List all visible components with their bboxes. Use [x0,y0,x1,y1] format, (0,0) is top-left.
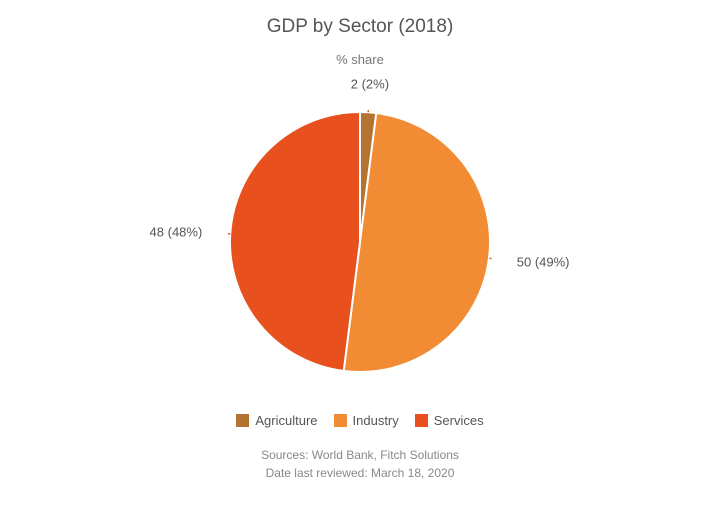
legend-label: Agriculture [255,413,317,428]
legend-swatch-industry [334,414,347,427]
slice-tick-agriculture [368,110,369,112]
pie-slice-services [230,112,360,371]
pie-chart-area: 2 (2%) 50 (49%) 48 (48%) [0,77,720,407]
legend-item-industry: Industry [334,413,399,428]
chart-title: GDP by Sector (2018) [0,0,720,38]
slice-tick-services [228,233,230,234]
slice-label-services: 48 (48%) [150,225,203,240]
legend-label: Services [434,413,484,428]
slice-label-agriculture: 2 (2%) [351,77,389,92]
slice-label-industry: 50 (49%) [517,254,570,269]
legend-item-agriculture: Agriculture [236,413,317,428]
pie-chart [228,110,492,374]
legend-label: Industry [353,413,399,428]
legend-swatch-agriculture [236,414,249,427]
sources-line: Sources: World Bank, Fitch Solutions [0,446,720,464]
legend-swatch-services [415,414,428,427]
chart-footer: Sources: World Bank, Fitch Solutions Dat… [0,446,720,482]
legend: Agriculture Industry Services [0,413,720,432]
chart-container: GDP by Sector (2018) % share 2 (2%) 50 (4… [0,0,720,529]
date-line: Date last reviewed: March 18, 2020 [0,464,720,482]
chart-subtitle: % share [0,52,720,67]
legend-item-services: Services [415,413,484,428]
